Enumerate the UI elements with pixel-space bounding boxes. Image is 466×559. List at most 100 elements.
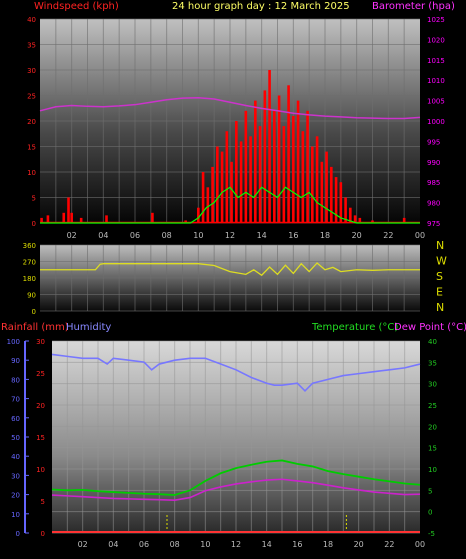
windspeed-bar — [273, 110, 276, 223]
rain-y-tick: 30 — [36, 338, 45, 346]
windspeed-bar — [258, 126, 262, 223]
windspeed-bar — [339, 182, 343, 223]
rain-y-tick: 10 — [36, 466, 45, 474]
humidity-y-tick: 90 — [11, 357, 20, 365]
wind-y-tick: 30 — [27, 67, 36, 75]
wind-y-tick: 0 — [32, 220, 36, 228]
windspeed-bar — [62, 212, 66, 223]
windspeed-bar — [344, 197, 347, 223]
windspeed-bar — [184, 220, 187, 223]
wind-y-tick: 25 — [27, 93, 36, 101]
windspeed-bar — [211, 166, 214, 223]
windspeed-bar — [230, 161, 233, 223]
baro-y-tick: 1000 — [427, 118, 445, 126]
windspeed-bar — [334, 177, 338, 223]
chart-title: 24 hour graph day : 12 March 2025 — [172, 1, 350, 12]
dewpoint-axis-label: Dew Point (°C) — [394, 322, 466, 333]
windspeed-bar — [254, 100, 257, 223]
baro-y-tick: 1005 — [427, 98, 445, 106]
clim-x-tick: 20 — [354, 540, 364, 549]
windspeed-bar — [151, 212, 154, 223]
baro-y-tick: 1025 — [427, 16, 445, 24]
windspeed-bar — [282, 126, 286, 223]
baro-y-tick: 975 — [427, 220, 440, 228]
windspeed-bar — [239, 141, 243, 223]
temp-y-tick: 40 — [428, 338, 437, 346]
temp-y-tick: 35 — [428, 359, 437, 367]
humidity-y-tick: 30 — [11, 472, 20, 480]
windspeed-bar — [277, 95, 281, 223]
wind-x-tick: 18 — [320, 231, 330, 240]
windspeed-bar — [67, 197, 70, 223]
wind-y-tick: 35 — [27, 42, 36, 50]
gust-line — [40, 186, 420, 224]
wind-y-tick: 20 — [27, 118, 36, 126]
rain-y-tick: 20 — [36, 402, 45, 410]
temp-y-tick: 5 — [428, 487, 432, 495]
humidity-y-tick: 20 — [11, 492, 20, 500]
windspeed-bar — [206, 187, 210, 223]
temp-y-tick: 20 — [428, 423, 437, 431]
temp-y-tick: 10 — [428, 466, 437, 474]
clim-x-tick: 16 — [292, 540, 302, 549]
wind-x-tick: 22 — [383, 231, 393, 240]
humidity-y-tick: 100 — [7, 338, 20, 346]
wind-x-tick: 00 — [415, 231, 425, 240]
compass-label: S — [436, 270, 443, 283]
dewpoint-line — [51, 478, 421, 501]
humidity-y-tick: 10 — [11, 511, 20, 519]
baro-y-tick: 985 — [427, 179, 440, 187]
clim-x-tick: 04 — [108, 540, 118, 549]
windspeed-bar — [105, 215, 108, 223]
windspeed-bar — [249, 136, 252, 223]
windspeed-bar — [402, 217, 406, 223]
rain-y-tick: 0 — [41, 530, 45, 538]
windspeed-bar — [287, 85, 290, 223]
compass-label: N — [436, 301, 444, 314]
dir-y-tick: 360 — [23, 242, 36, 250]
clim-x-tick: 10 — [200, 540, 210, 549]
clim-x-tick: 18 — [323, 540, 333, 549]
windspeed-bar — [220, 151, 224, 223]
windspeed-bar — [325, 151, 328, 223]
wind-x-tick: 12 — [225, 231, 235, 240]
clim-x-tick: 00 — [415, 540, 425, 549]
humidity-y-tick: 60 — [11, 415, 20, 423]
windspeed-bar — [301, 131, 305, 223]
wind-x-tick: 10 — [193, 231, 203, 240]
windspeed-bar — [263, 90, 267, 224]
clim-x-tick: 12 — [231, 540, 241, 549]
baro-y-tick: 1020 — [427, 36, 445, 44]
wind-x-tick: 02 — [67, 231, 77, 240]
compass-label: W — [436, 255, 447, 268]
dir-y-tick: 0 — [32, 308, 36, 316]
humidity-y-tick: 70 — [11, 396, 20, 404]
wind-x-tick: 08 — [162, 231, 172, 240]
wind-y-tick: 5 — [32, 195, 36, 203]
data-series — [39, 70, 421, 533]
windspeed-bar — [216, 146, 219, 223]
dir-y-tick: 90 — [27, 292, 36, 300]
temp-y-tick: -5 — [428, 530, 435, 538]
windspeed-bar — [320, 161, 324, 223]
dir-y-tick: 270 — [23, 259, 36, 267]
windspeed-bar — [197, 207, 200, 223]
baro-y-tick: 995 — [427, 138, 440, 146]
windspeed-bar — [79, 217, 83, 223]
windspeed-bar — [225, 131, 229, 223]
rain-y-tick: 5 — [41, 498, 45, 506]
windspeed-bar — [292, 115, 295, 223]
humidity-y-tick: 50 — [11, 434, 20, 442]
dir-y-tick: 180 — [23, 275, 36, 283]
clim-x-tick: 02 — [78, 540, 88, 549]
baro-y-tick: 980 — [427, 200, 440, 208]
windspeed-bar — [296, 100, 300, 223]
clim-x-tick: 08 — [170, 540, 180, 549]
windspeed-bar — [371, 220, 374, 223]
clim-x-tick: 14 — [262, 540, 272, 549]
windspeed-bar — [330, 166, 333, 223]
compass-label: N — [436, 239, 444, 252]
baro-y-tick: 1015 — [427, 57, 445, 65]
windspeed-bar — [306, 110, 309, 223]
humidity-axis-label: Humidity — [66, 322, 111, 333]
